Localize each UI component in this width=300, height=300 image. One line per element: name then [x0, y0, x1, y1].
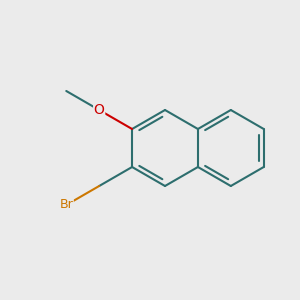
Text: O: O — [94, 103, 105, 117]
Text: Br: Br — [59, 199, 73, 212]
